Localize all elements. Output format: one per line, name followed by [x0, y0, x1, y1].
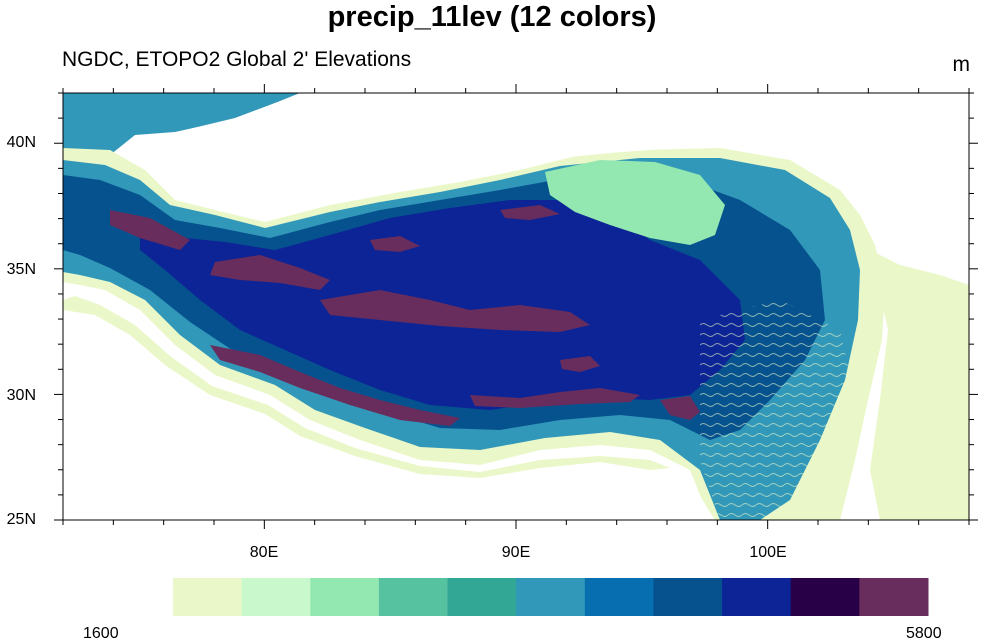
peak-north	[370, 236, 420, 252]
peak-east-1	[660, 396, 700, 420]
lat-label-25n: 25N	[6, 511, 36, 528]
units-label: m	[952, 53, 971, 76]
lon-label-100e: 100E	[749, 544, 787, 561]
peak-kunlun	[500, 205, 560, 220]
colorbar-swatch	[653, 578, 723, 616]
indian-foothill-fringe	[63, 296, 670, 478]
northwest-foothills	[63, 93, 300, 162]
rugged-texture	[700, 300, 860, 520]
peak-ridge-karakoram	[110, 210, 190, 250]
peak-ridge-central	[320, 290, 590, 332]
elevation-field	[63, 93, 969, 520]
peak-ridge-west	[210, 255, 330, 290]
colorbar-swatch	[310, 578, 380, 616]
lon-label-80e: 80E	[249, 544, 279, 561]
lat-label-40n: 40N	[6, 134, 36, 151]
tarim-basin	[148, 93, 760, 220]
colorbar-max-label: 5800	[906, 625, 942, 642]
colorbar-swatch	[447, 578, 517, 616]
lon-label-90e: 90E	[501, 544, 531, 561]
colorbar-swatch	[516, 578, 586, 616]
map-frame	[54, 84, 978, 529]
colorbar-min-label: 1600	[83, 625, 119, 642]
colorbar-swatch	[584, 578, 654, 616]
colorbar-swatch	[859, 578, 929, 616]
colorbar-swatch	[173, 578, 243, 616]
map-title: precip_11lev (12 colors)	[327, 1, 657, 33]
colorbar-swatch	[790, 578, 860, 616]
peak-east-2	[560, 356, 600, 372]
qaidam-basin	[545, 160, 725, 245]
peak-ridge-south	[470, 388, 640, 408]
lat-label-30n: 30N	[6, 387, 36, 404]
colorbar	[173, 578, 929, 616]
sichuan-basin	[870, 250, 969, 520]
colorbar-swatch	[378, 578, 449, 616]
peak-ridge-himalaya	[210, 345, 460, 426]
high-peaks	[110, 205, 700, 426]
colorbar-swatch	[722, 578, 792, 616]
map-subtitle: NGDC, ETOPO2 Global 2' Elevations	[62, 48, 412, 71]
colorbar-swatch	[241, 578, 311, 616]
lat-label-35n: 35N	[6, 261, 36, 278]
